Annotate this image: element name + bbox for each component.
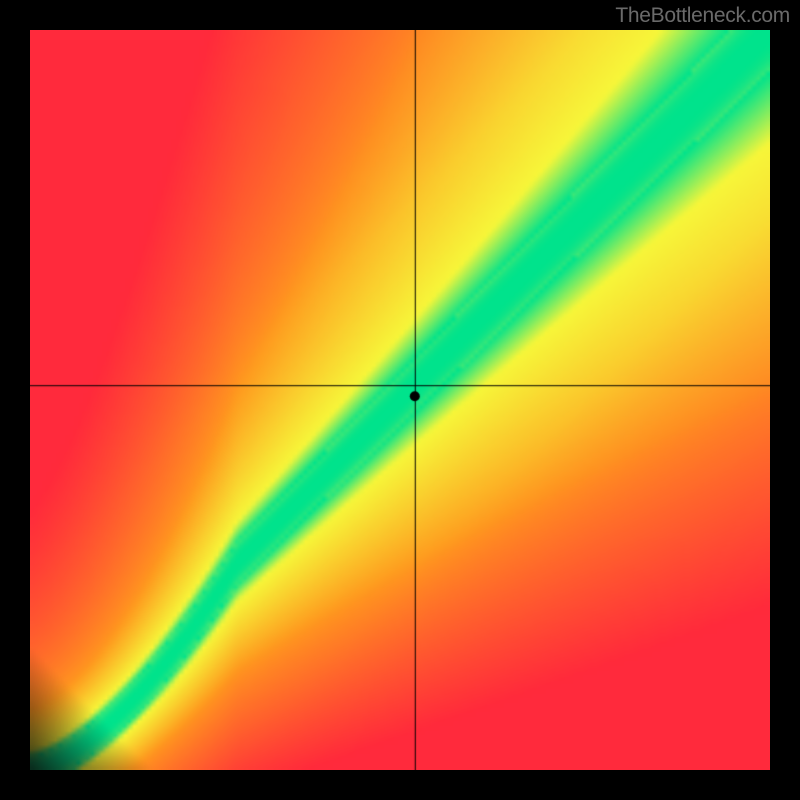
bottleneck-heatmap (30, 30, 770, 770)
watermark-text: TheBottleneck.com (615, 4, 790, 28)
chart-container: TheBottleneck.com (0, 0, 800, 800)
